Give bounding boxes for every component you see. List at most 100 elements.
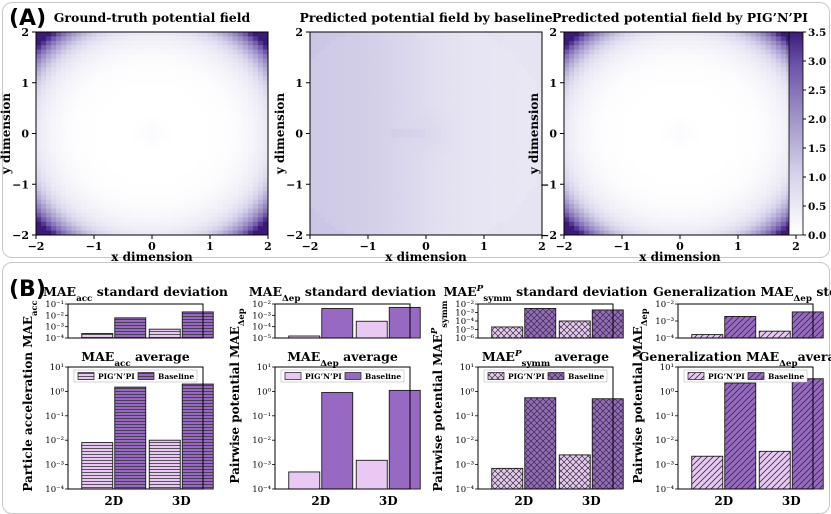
heatmap-cell — [506, 84, 513, 90]
heatmap-cell — [71, 164, 77, 170]
heatmap-cell — [106, 111, 113, 117]
heatmap-cell — [624, 54, 630, 59]
heatmap-cell — [619, 36, 625, 42]
heatmap-cell — [192, 36, 198, 42]
heatmap-cell — [639, 76, 646, 81]
heatmap-cell — [310, 120, 316, 126]
heatmap-cell — [405, 93, 412, 99]
heatmap-cell — [441, 115, 447, 121]
heatmap-cell — [335, 84, 341, 90]
heatmap-cell — [720, 54, 726, 59]
heatmap-cell — [501, 137, 508, 143]
heatmap-cell — [315, 45, 321, 51]
heatmap-cell — [315, 67, 321, 73]
heatmap-cell — [680, 36, 686, 42]
heatmap-cell — [441, 137, 447, 143]
heatmap-cell — [486, 84, 492, 90]
heatmap-cell — [526, 208, 533, 214]
heatmap-cell — [471, 76, 477, 81]
heatmap-cell — [466, 186, 472, 192]
heatmap-cell — [162, 133, 168, 139]
heatmap-cell — [106, 168, 113, 174]
heatmap-cell — [66, 151, 72, 156]
heatmap-cell — [476, 133, 482, 139]
heatmap-cell — [136, 195, 143, 201]
heatmap-cell — [325, 168, 331, 174]
heatmap-cell — [56, 155, 62, 161]
heatmap-cell — [152, 230, 158, 236]
heatmap-cell — [451, 115, 457, 121]
heatmap-cell — [66, 129, 72, 134]
heatmap-cell — [496, 93, 503, 99]
heatmap-cell — [212, 137, 218, 143]
heatmap-cell — [471, 173, 477, 179]
heatmap-cell — [564, 40, 570, 46]
heatmap-cell — [96, 164, 102, 170]
heatmap-cell — [644, 71, 651, 77]
heatmap-cell — [629, 62, 636, 68]
heatmap-cell — [232, 168, 239, 174]
heatmap-cell — [730, 71, 736, 77]
heatmap-cell — [232, 98, 239, 104]
heatmap-cell — [436, 93, 442, 99]
heatmap-cell — [111, 111, 118, 117]
heatmap-cell — [162, 67, 168, 73]
heatmap-cell — [715, 89, 721, 95]
heatmap-cell — [431, 54, 437, 59]
heatmap-cell — [775, 58, 782, 64]
heatmap-cell — [325, 133, 331, 139]
heatmap-cell — [496, 49, 503, 55]
heatmap-cell — [177, 32, 183, 37]
heatmap-cell — [315, 155, 321, 161]
heatmap-cell — [96, 71, 102, 77]
heatmap-cell — [71, 84, 77, 90]
heatmap-cell — [262, 58, 269, 64]
heatmap-cell — [506, 226, 513, 231]
heatmap-cell — [710, 76, 716, 81]
heatmap-cell — [152, 173, 158, 179]
heatmap-cell — [237, 182, 244, 187]
heatmap-cell — [436, 195, 442, 201]
heatmap-cell — [325, 217, 331, 223]
heatmap-cell — [390, 159, 397, 165]
heatmap-cell — [760, 62, 767, 68]
heatmap-cell — [380, 217, 387, 223]
heatmap-cell — [111, 84, 118, 90]
heatmap-cell — [192, 208, 198, 214]
heatmap-cell — [242, 217, 249, 223]
heatmap-cell — [536, 120, 543, 126]
heatmap-cell — [501, 199, 508, 205]
heatmap-cell — [375, 208, 382, 214]
heatmap-cell — [710, 62, 716, 68]
heatmap-cell — [380, 93, 387, 99]
heatmap-cell — [476, 49, 482, 55]
heatmap-cell — [202, 142, 208, 148]
heatmap-cell — [56, 102, 62, 108]
heatmap-cell — [96, 102, 102, 108]
heatmap-cell — [36, 102, 42, 108]
heatmap-cell — [320, 221, 326, 227]
heatmap-cell — [609, 36, 615, 42]
heatmap-cell — [669, 62, 676, 68]
heatmap-cell — [780, 84, 787, 90]
heatmap-cell — [131, 159, 138, 165]
heatmap-cell — [66, 177, 72, 183]
heatmap-cell — [685, 76, 691, 81]
heatmap-cell — [86, 62, 92, 68]
heatmap-cell — [242, 177, 249, 183]
heatmap-cell — [589, 80, 595, 86]
heatmap-cell — [360, 212, 366, 218]
heatmap-cell — [315, 164, 321, 170]
heatmap-cell — [96, 212, 102, 218]
heatmap-cell — [51, 177, 57, 183]
heatmap-cell — [172, 226, 178, 231]
heatmap-cell — [420, 226, 427, 231]
heatmap-cell — [177, 221, 183, 227]
heatmap-cell — [360, 177, 366, 183]
heatmap-cell — [126, 107, 133, 112]
heatmap-cell — [481, 45, 487, 51]
heatmap-cell — [222, 142, 229, 148]
heatmap-cell — [395, 76, 402, 81]
heatmap-cell — [674, 93, 681, 99]
heatmap-cell — [146, 151, 153, 156]
